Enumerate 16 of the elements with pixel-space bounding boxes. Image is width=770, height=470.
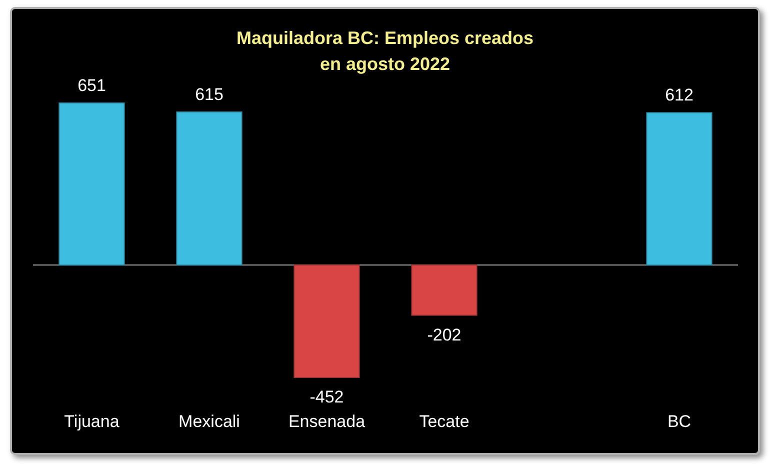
data-label: 651 xyxy=(78,76,106,95)
data-label: 615 xyxy=(195,84,224,104)
bar xyxy=(58,102,125,266)
bar xyxy=(176,111,242,266)
chart-title: Maquiladora BC: Empleos creados en agosto 2022 xyxy=(236,28,534,74)
x-tick-label: Tecate xyxy=(419,412,470,431)
data-label: -202 xyxy=(427,325,462,344)
data-label: -452 xyxy=(310,388,344,406)
bar xyxy=(411,264,478,316)
bar xyxy=(294,264,360,378)
x-tick-label: Tijuana xyxy=(64,412,120,431)
x-tick-label: BC xyxy=(667,412,692,431)
x-tick-label: Ensenada xyxy=(288,412,366,431)
bar xyxy=(646,112,712,266)
data-label: 612 xyxy=(665,86,694,105)
x-tick-label: Mexicali xyxy=(178,412,240,431)
